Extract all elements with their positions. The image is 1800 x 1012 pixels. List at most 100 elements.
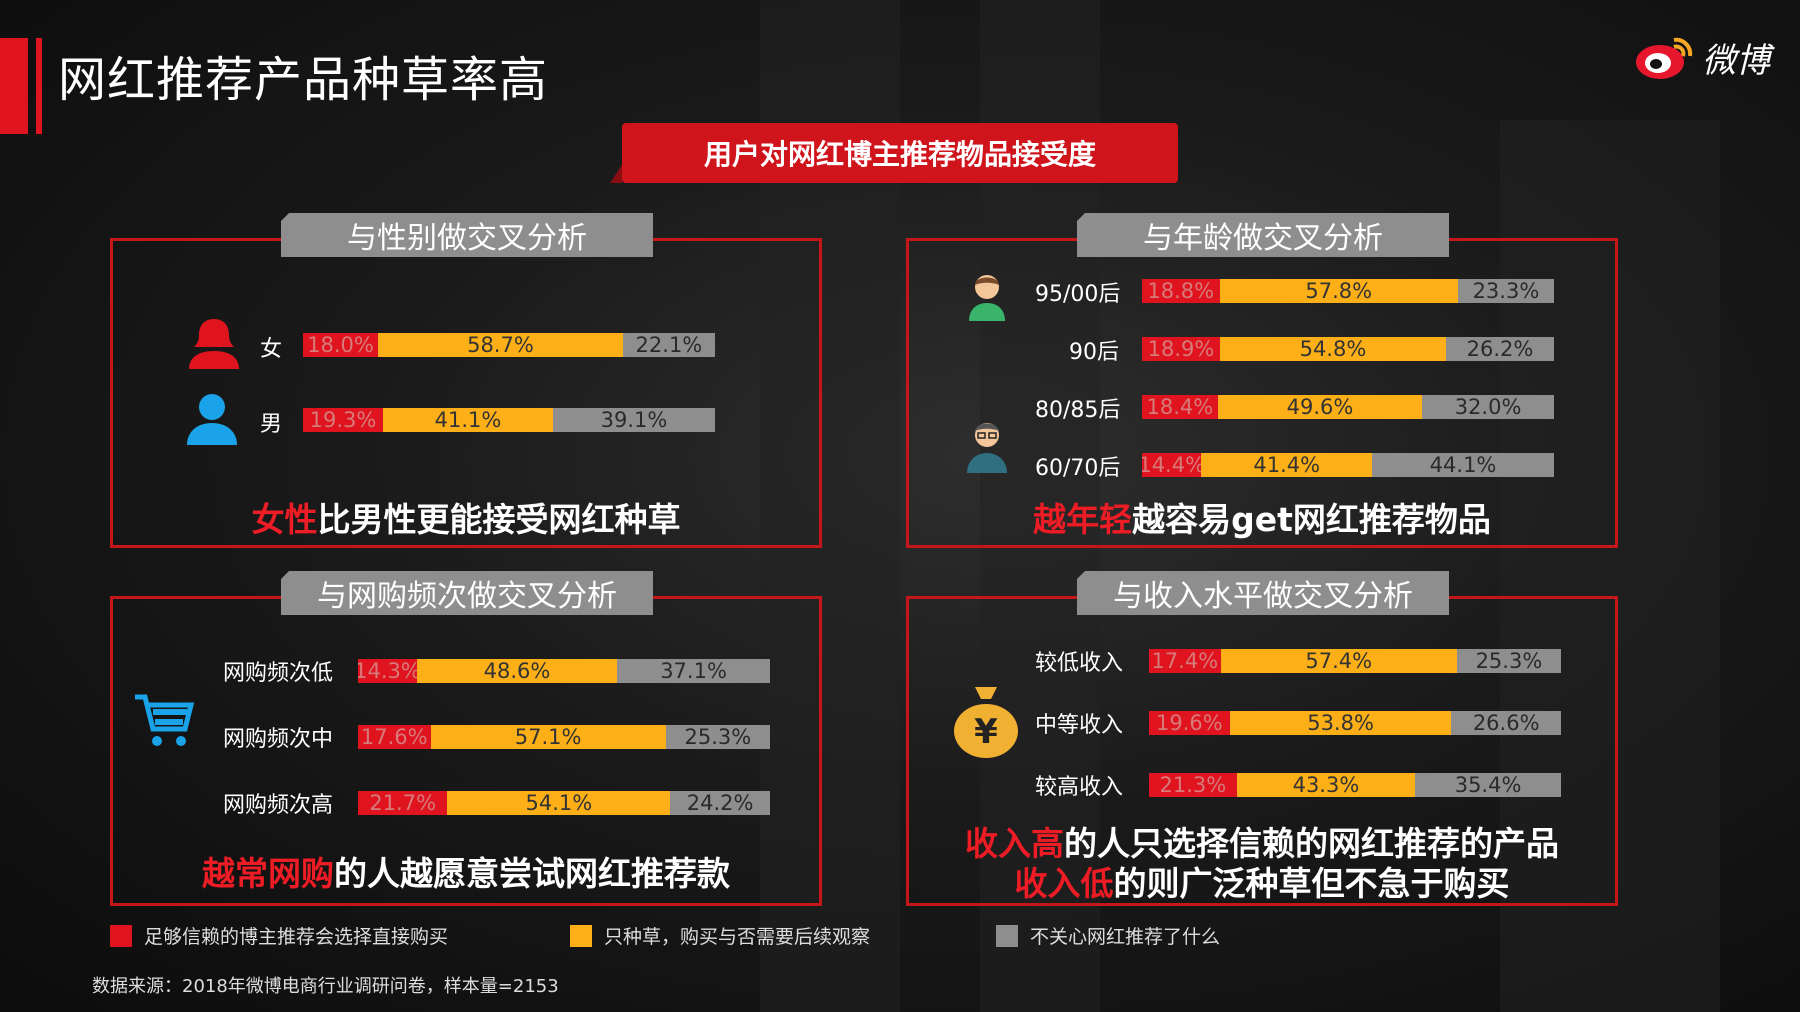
bar-segment: 49.6%	[1217, 395, 1423, 419]
conclusion-highlight: 越常网购	[202, 854, 334, 893]
bar-segment: 57.1%	[430, 725, 666, 749]
bar-segment: 58.7%	[378, 333, 623, 357]
conclusion-text: 的则广泛种草但不急于购买	[1113, 864, 1510, 903]
bar-segment: 54.1%	[447, 791, 671, 815]
bar-segment: 14.4%	[1142, 453, 1202, 477]
category-label: 女	[260, 337, 283, 362]
legend-swatch	[570, 924, 592, 947]
panel-tab: 与性别做交叉分析	[281, 213, 653, 257]
panel-tab: 与收入水平做交叉分析	[1077, 571, 1449, 615]
legend-swatch	[996, 924, 1018, 947]
bar-segment: 41.1%	[382, 408, 554, 432]
bar-segment: 25.3%	[1456, 649, 1561, 673]
category-label: 60/70后	[1035, 456, 1121, 481]
stacked-bar: 19.3% 41.1% 39.1%	[303, 408, 715, 432]
bar-segment: 18.9%	[1142, 337, 1220, 361]
weibo-logo: 微博	[1634, 32, 1770, 82]
bar-segment: 41.4%	[1201, 453, 1373, 477]
bar-segment: 37.1%	[617, 659, 770, 683]
legend-item-accept: 足够信赖的博主推荐会选择直接购买	[110, 922, 448, 949]
panel-conclusion: 收入高的人只选择信赖的网红推荐的产品	[909, 817, 1615, 865]
bar-segment: 54.8%	[1219, 337, 1446, 361]
category-label: 90后	[1069, 340, 1119, 365]
bar-segment: 48.6%	[416, 659, 618, 683]
stacked-bar: 14.3% 48.6% 37.1%	[358, 659, 770, 683]
bar-segment: 32.0%	[1422, 395, 1554, 419]
shopping-cart-icon	[135, 694, 195, 746]
legend-label: 足够信赖的博主推荐会选择直接购买	[144, 926, 449, 948]
category-label: 较高收入	[1035, 775, 1124, 800]
older-person-icon	[967, 423, 1007, 473]
category-label: 网购频次高	[223, 793, 334, 818]
stacked-bar: 18.8% 57.8% 23.3%	[1142, 279, 1554, 303]
legend-label: 只种草，购买与否需要后续观察	[604, 926, 871, 948]
stacked-bar: 18.9% 54.8% 26.2%	[1142, 337, 1554, 361]
panel-conclusion: 女性比男性更能接受网红种草	[113, 493, 819, 541]
title-accent-bar	[0, 38, 28, 134]
conclusion-text: 越容易get网红推荐物品	[1132, 500, 1491, 539]
conclusion-text: 比男性更能接受网红种草	[317, 500, 681, 539]
bar-segment: 26.2%	[1445, 337, 1554, 361]
bar-segment: 21.3%	[1149, 773, 1237, 797]
bar-segment: 22.1%	[622, 333, 715, 357]
panel-income: 与收入水平做交叉分析 ¥ 较低收入 中等收入 较高收入 收入高的人只选择信赖的网…	[906, 571, 1618, 906]
panel-tab: 与年龄做交叉分析	[1077, 213, 1449, 257]
conclusion-highlight: 收入高	[965, 824, 1064, 863]
conclusion-highlight: 收入低	[1014, 864, 1114, 903]
conclusion-highlight: 越年轻	[1033, 500, 1133, 539]
category-label: 中等收入	[1035, 713, 1124, 738]
category-label: 80/85后	[1035, 398, 1121, 423]
panel-conclusion: 越年轻越容易get网红推荐物品	[909, 493, 1615, 541]
data-source-note: 数据来源：2018年微博电商行业调研问卷，样本量=2153	[92, 976, 559, 997]
stacked-bar: 17.6% 57.1% 25.3%	[358, 725, 770, 749]
bar-segment: 19.6%	[1149, 711, 1230, 735]
bar-segment: 39.1%	[553, 408, 715, 432]
bar-segment: 18.8%	[1142, 279, 1220, 303]
legend-item-ignore: 不关心网红推荐了什么	[996, 922, 1220, 949]
weibo-eye-icon	[1636, 37, 1693, 79]
conclusion-text: 的人只选择信赖的网红推荐的产品	[1064, 824, 1559, 863]
legend-swatch	[110, 924, 132, 947]
male-user-icon	[187, 394, 237, 445]
category-label: 网购频次低	[223, 661, 334, 686]
bar-segment: 23.3%	[1457, 279, 1554, 303]
bar-segment: 21.7%	[358, 791, 448, 815]
young-person-icon	[969, 275, 1005, 321]
conclusion-text: 的人越愿意尝试网红推荐款	[334, 854, 730, 893]
stacked-bar: 19.6% 53.8% 26.6%	[1149, 711, 1561, 735]
stacked-bar: 21.3% 43.3% 35.4%	[1149, 773, 1561, 797]
bar-segment: 25.3%	[665, 725, 770, 749]
bar-segment: 17.6%	[358, 725, 431, 749]
bar-segment: 18.0%	[303, 333, 379, 357]
chart-banner: 用户对网红博主推荐物品接受度	[610, 123, 1178, 183]
page-title: 网红推荐产品种草率高	[58, 52, 549, 108]
bar-segment: 17.4%	[1149, 649, 1221, 673]
stacked-bar: 21.7% 54.1% 24.2%	[358, 791, 770, 815]
category-label: 男	[260, 412, 283, 437]
money-bag-icon: ¥	[954, 687, 1018, 758]
stacked-bar: 18.0% 58.7% 22.1%	[303, 333, 715, 357]
logo-text: 微博	[1702, 40, 1770, 81]
category-label: 95/00后	[1035, 282, 1121, 307]
panel-tab: 与网购频次做交叉分析	[281, 571, 653, 615]
stacked-bar: 18.4% 49.6% 32.0%	[1142, 395, 1554, 419]
bar-segment: 19.3%	[303, 408, 383, 432]
bar-segment: 35.4%	[1415, 773, 1561, 797]
female-user-icon	[189, 319, 239, 369]
panel-shopping-frequency: 与网购频次做交叉分析 网购频次低 网购频次中 网购频次高 越常网购的人越愿意尝试…	[110, 571, 822, 906]
category-label: 网购频次中	[223, 727, 334, 752]
bar-segment: 43.3%	[1236, 773, 1416, 797]
panel-gender: 与性别做交叉分析 女 男 女性比男性更能接受网红种草 18.0% 58.7% 22.…	[110, 213, 822, 548]
stacked-bar: 14.4% 41.4% 44.1%	[1142, 453, 1554, 477]
panel-conclusion: 收入低的则广泛种草但不急于购买	[909, 857, 1615, 905]
panel-conclusion: 越常网购的人越愿意尝试网红推荐款	[113, 847, 819, 895]
stacked-bar: 17.4% 57.4% 25.3%	[1149, 649, 1561, 673]
panel-age: 与年龄做交叉分析 95/00后 90后 80/85后 60/70后 越年轻越容易…	[906, 213, 1618, 548]
legend-label: 不关心网红推荐了什么	[1030, 926, 1221, 948]
svg-text:¥: ¥	[974, 712, 998, 752]
title-accent-line	[36, 38, 42, 134]
legend-item-seed: 只种草，购买与否需要后续观察	[570, 922, 870, 949]
bar-segment: 24.2%	[670, 791, 770, 815]
bar-segment: 14.3%	[358, 659, 417, 683]
conclusion-highlight: 女性	[251, 500, 318, 539]
